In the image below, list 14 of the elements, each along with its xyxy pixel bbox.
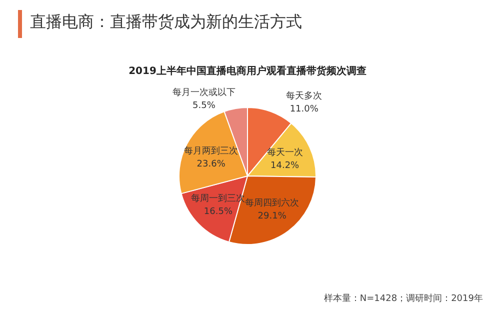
data-label: 14.2% [270, 161, 300, 172]
chart-subtitle: 直播电商：直播带货成为新的生活方式 [30, 12, 302, 33]
slice-label: 每月两到三次 [184, 145, 238, 156]
data-label: 23.6% [196, 159, 226, 170]
slice-label: 每周四到六次 [245, 197, 300, 208]
data-label: 5.5% [192, 101, 216, 112]
data-label: 11.0% [290, 104, 319, 114]
slice-label: 每天一次 [266, 147, 303, 158]
data-label: 29.1% [258, 211, 287, 222]
slice-label: 每月一次或以下 [172, 87, 236, 98]
text: 样本量：N=1428；调研时间：2019年 [324, 292, 483, 305]
data-label: 16.5% [204, 207, 233, 218]
chart-title: 2019上半年中国直播电商用户观看直播带货频次调查 [128, 64, 368, 78]
slice-label: 每天多次 [286, 90, 322, 102]
